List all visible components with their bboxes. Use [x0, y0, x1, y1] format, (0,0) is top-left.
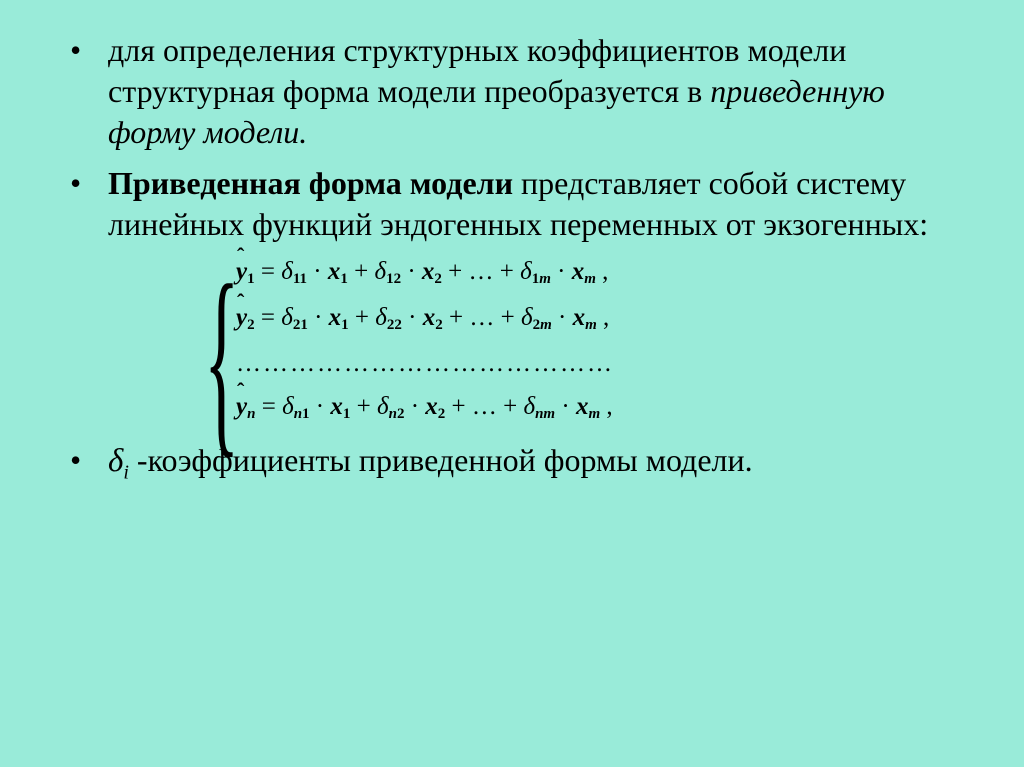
equation-system: { y1 = δ11 · x1 + δ12 · x2 + … + δ1m · x… — [230, 259, 964, 422]
delta-symbol: δi — [108, 443, 129, 479]
slide: для определения структурных коэффициенто… — [0, 0, 1024, 526]
bullet-1: для определения структурных коэффициенто… — [60, 30, 964, 153]
equation-row: yn = δn1 · x1 + δn2 · x2 + … + δnm · xm … — [236, 394, 964, 422]
bullet-2: Приведенная форма модели представляет со… — [60, 163, 964, 245]
equation-row: y2 = δ21 · x1 + δ22 · x2 + … + δ2m · xm … — [236, 305, 964, 333]
bullet-list: для определения структурных коэффициенто… — [60, 30, 964, 245]
bullet-list-2: δi -коэффициенты приведенной формы модел… — [60, 440, 964, 486]
bullet-3-text: -коэффициенты приведенной формы модели. — [129, 442, 753, 478]
left-brace: { — [204, 259, 239, 459]
equation-lines: y1 = δ11 · x1 + δ12 · x2 + … + δ1m · xm … — [230, 259, 964, 422]
equation-dots: …………………………………… — [236, 351, 964, 376]
equation-row: y1 = δ11 · x1 + δ12 · x2 + … + δ1m · xm … — [236, 259, 964, 287]
bullet-2-bold: Приведенная форма модели — [108, 165, 513, 201]
bullet-3: δi -коэффициенты приведенной формы модел… — [60, 440, 964, 486]
